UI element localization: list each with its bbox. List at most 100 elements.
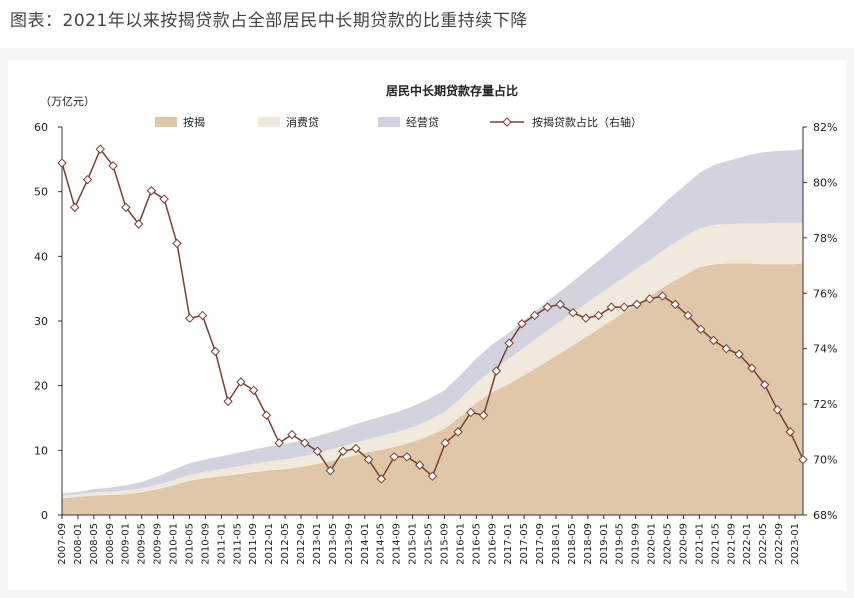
legend-consumer-label: 消费贷 bbox=[286, 115, 319, 129]
ratio-point bbox=[644, 294, 655, 304]
ratio-point bbox=[696, 324, 706, 335]
ratio-point bbox=[721, 344, 732, 354]
x-tick-label: 2014-01 bbox=[360, 523, 371, 565]
y-right-tick-label: 70% bbox=[813, 454, 837, 467]
y-right-tick-label: 76% bbox=[813, 287, 837, 300]
x-tick-label: 2021-05 bbox=[710, 523, 721, 565]
ratio-point bbox=[427, 471, 438, 481]
x-tick-label: 2018-01 bbox=[551, 523, 562, 565]
ratio-point bbox=[478, 410, 489, 420]
x-tick-label: 2014-09 bbox=[392, 523, 403, 565]
ratio-point bbox=[402, 452, 412, 462]
ratio-point bbox=[351, 443, 361, 454]
ratio-point bbox=[415, 460, 425, 470]
ratio-point bbox=[657, 291, 668, 301]
x-tick-label: 2010-05 bbox=[184, 523, 195, 565]
x-tick-label: 2021-09 bbox=[726, 523, 737, 565]
legend-ratio-marker bbox=[502, 117, 512, 127]
x-tick-label: 2022-05 bbox=[758, 523, 769, 565]
x-tick-label: 2013-09 bbox=[344, 523, 355, 565]
ratio-point bbox=[274, 438, 284, 448]
y-left-tick-label: 0 bbox=[41, 509, 48, 522]
ratio-point bbox=[300, 438, 310, 448]
ratio-point bbox=[555, 299, 565, 310]
y-right-tick-label: 78% bbox=[813, 232, 837, 245]
ratio-line-layer bbox=[57, 144, 808, 484]
ratio-point bbox=[248, 385, 259, 395]
ratio-point bbox=[581, 313, 591, 323]
ratio-point bbox=[491, 366, 502, 376]
ratio-point bbox=[683, 310, 693, 321]
x-tick-label: 2019-09 bbox=[631, 523, 642, 565]
y-left-tick-label: 30 bbox=[34, 315, 48, 328]
ratio-point bbox=[159, 194, 169, 204]
ratio-point bbox=[325, 465, 336, 476]
x-tick-label: 2013-01 bbox=[312, 523, 323, 565]
ratio-point bbox=[185, 313, 195, 323]
ratio-point bbox=[133, 219, 144, 229]
ratio-point bbox=[759, 380, 770, 390]
x-tick-label: 2015-01 bbox=[408, 523, 419, 565]
x-tick-label: 2009-09 bbox=[153, 523, 164, 565]
x-tick-label: 2020-05 bbox=[663, 523, 674, 565]
x-tick-label: 2016-05 bbox=[471, 523, 482, 565]
x-tick-label: 2011-09 bbox=[248, 523, 259, 565]
ratio-point bbox=[70, 202, 80, 213]
ratio-point bbox=[172, 238, 182, 249]
ratio-point bbox=[210, 346, 221, 357]
legend-mortgage-swatch bbox=[155, 117, 177, 127]
legend: 按揭 消费贷 经营贷 按揭贷款占比（右轴） bbox=[155, 115, 642, 129]
x-tick-label: 2023-01 bbox=[790, 523, 801, 565]
x-tick-label: 2020-09 bbox=[678, 523, 689, 565]
y-right-tick-label: 80% bbox=[813, 176, 837, 189]
x-tick-label: 2019-05 bbox=[615, 523, 626, 565]
x-tick-label: 2016-09 bbox=[487, 523, 498, 565]
x-tick-label: 2009-01 bbox=[121, 523, 132, 565]
ratio-point bbox=[785, 427, 795, 437]
page-title: 图表：2021年以来按揭贷款占全部居民中长期贷款的比重持续下降 bbox=[10, 11, 528, 31]
y-left-tick-label: 40 bbox=[34, 250, 48, 263]
x-tick-label: 2018-09 bbox=[583, 523, 594, 565]
x-tick-label: 2009-05 bbox=[137, 523, 148, 565]
ratio-point bbox=[312, 446, 323, 456]
x-tick-label: 2008-05 bbox=[89, 523, 100, 565]
ratio-point bbox=[504, 338, 514, 348]
x-tick-label: 2017-05 bbox=[519, 523, 530, 565]
ratio-point bbox=[747, 363, 757, 373]
legend-business-swatch bbox=[378, 117, 400, 127]
ratio-point bbox=[772, 404, 783, 415]
x-tick-label: 2016-01 bbox=[455, 523, 466, 565]
y-left-tick-label: 20 bbox=[34, 380, 48, 393]
ratio-point bbox=[708, 335, 719, 346]
x-tick-label: 2017-09 bbox=[535, 523, 546, 565]
y-right-tick-label: 74% bbox=[813, 343, 837, 356]
area-consumer bbox=[62, 222, 803, 499]
axes: 0 10 20 30 40 50 60 68% 70% 72% 74% 76% 78% 80% 82% 200… bbox=[34, 121, 837, 565]
x-tick-label: 2007-09 bbox=[57, 523, 68, 565]
ratio-point bbox=[108, 161, 118, 171]
ratio-point bbox=[593, 310, 604, 321]
area-mortgage bbox=[62, 263, 803, 515]
x-tick-label: 2013-05 bbox=[328, 523, 339, 565]
legend-business-label: 经营贷 bbox=[406, 115, 439, 129]
ratio-point bbox=[619, 302, 629, 312]
x-tick-label: 2020-01 bbox=[647, 523, 658, 565]
x-tick-label: 2015-09 bbox=[439, 523, 450, 565]
legend-ratio-label: 按揭贷款占比（右轴） bbox=[532, 115, 642, 129]
ratio-point bbox=[223, 396, 233, 407]
y-right-tick-label: 72% bbox=[813, 398, 837, 411]
x-tick-label: 2022-09 bbox=[774, 523, 785, 565]
x-tick-label: 2010-09 bbox=[200, 523, 211, 565]
legend-mortgage-label: 按揭 bbox=[183, 115, 205, 129]
x-tick-label: 2022-01 bbox=[742, 523, 753, 565]
x-tick-label: 2010-01 bbox=[169, 523, 180, 565]
ratio-point bbox=[146, 186, 157, 196]
ratio-point bbox=[363, 454, 374, 465]
x-tick-label: 2012-05 bbox=[280, 523, 291, 565]
ratio-point bbox=[338, 446, 348, 456]
x-tick-label: 2012-01 bbox=[264, 523, 275, 565]
ratio-point bbox=[529, 310, 540, 321]
x-tick-label: 2008-09 bbox=[105, 523, 116, 565]
ratio-point bbox=[287, 429, 297, 440]
